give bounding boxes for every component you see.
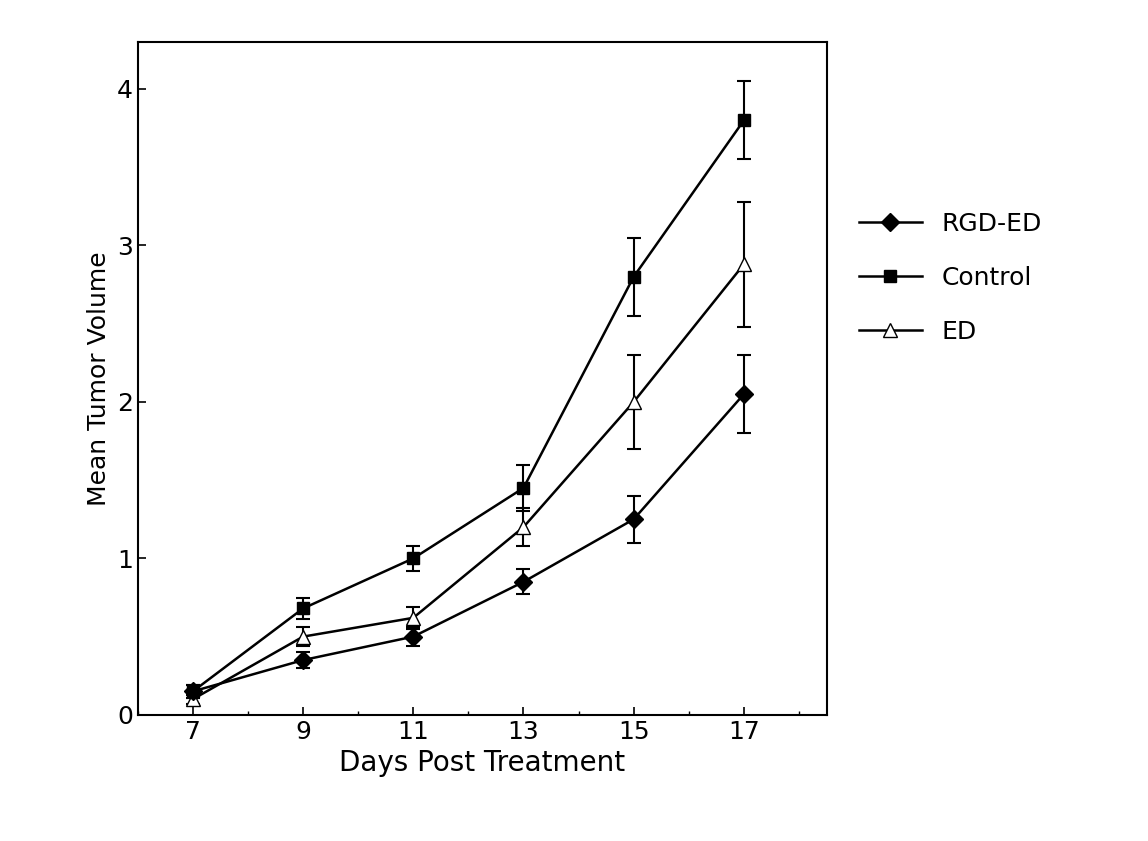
Legend: RGD-ED, Control, ED: RGD-ED, Control, ED [839, 192, 1062, 363]
Y-axis label: Mean Tumor Volume: Mean Tumor Volume [87, 251, 111, 505]
X-axis label: Days Post Treatment: Days Post Treatment [339, 749, 626, 777]
